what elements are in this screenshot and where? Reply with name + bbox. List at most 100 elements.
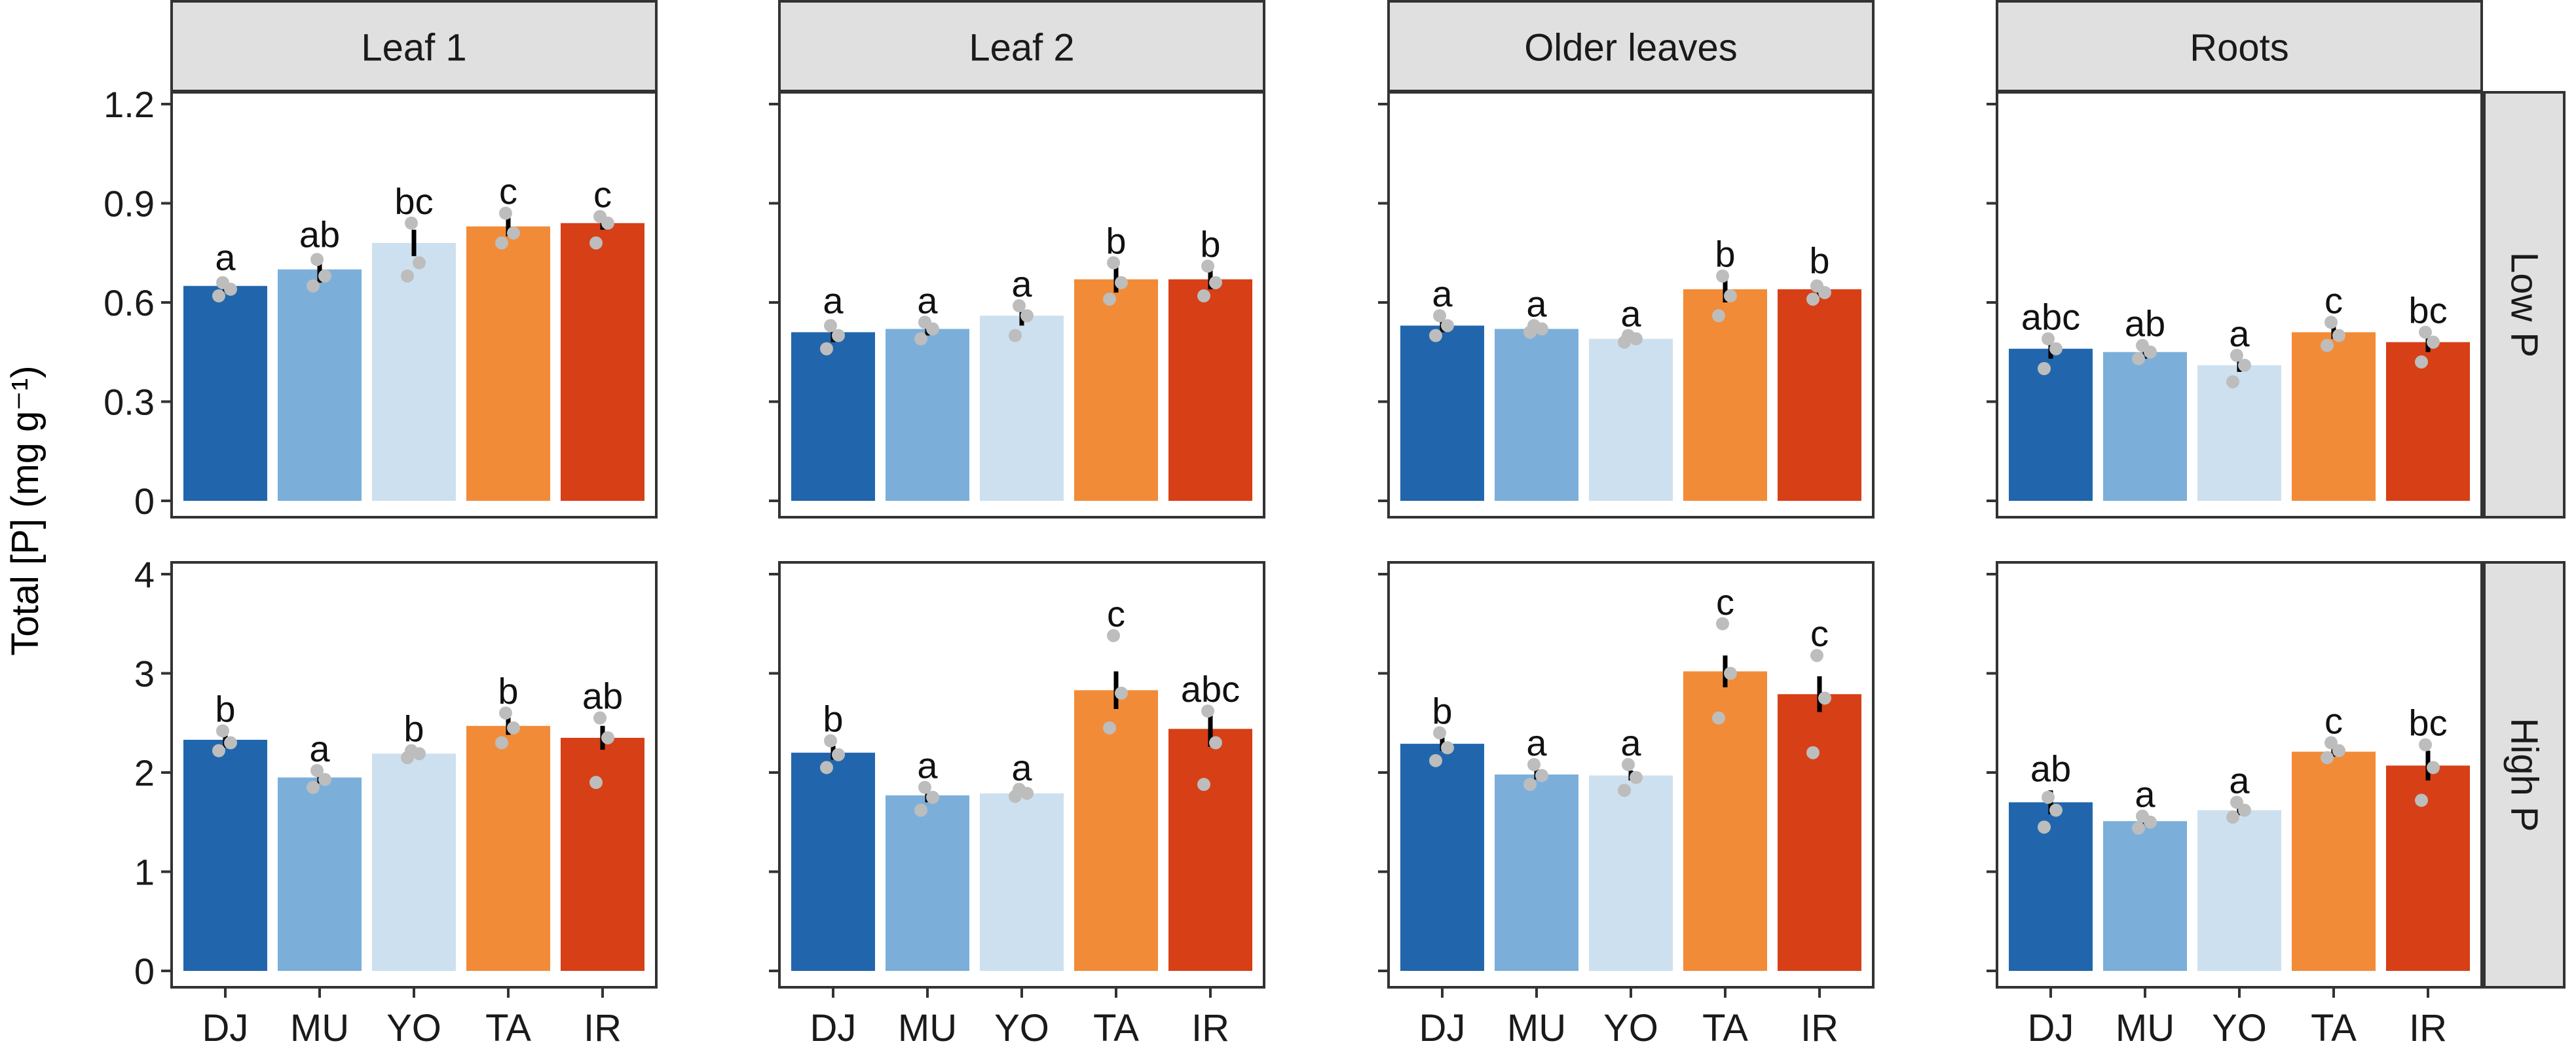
data-point [832, 748, 845, 761]
x-tick-label: DJ [1419, 1007, 1466, 1049]
significance-letter: abc [1181, 668, 1240, 710]
data-point [2419, 325, 2432, 339]
bar-yo [2197, 365, 2281, 501]
bar-dj [183, 285, 267, 501]
significance-letter: a [2229, 313, 2250, 354]
bar-ir [2386, 342, 2470, 501]
significance-letter: c [2324, 701, 2343, 742]
data-point [310, 763, 324, 777]
data-point [212, 744, 225, 757]
data-point [216, 724, 229, 738]
data-point [507, 721, 520, 735]
panel-border [1387, 561, 1875, 989]
bar-mu [886, 329, 969, 501]
significance-letter: a [1011, 747, 1032, 788]
significance-letter: bc [2408, 289, 2447, 331]
panel-low-p-leaf-1: 0 0.3 0.6 0.9 1.2 a ab bc c c [103, 84, 658, 522]
data-point [1716, 617, 1729, 630]
data-point [1810, 649, 1823, 663]
data-point [401, 269, 414, 283]
significance-letter: a [1432, 273, 1453, 314]
data-point [2226, 375, 2239, 389]
data-point [1622, 329, 1635, 342]
bar-dj [791, 332, 875, 501]
y-axis-title: Total [P] (mg g⁻¹) [4, 365, 47, 655]
significance-letter: b [823, 699, 843, 740]
data-point [2324, 316, 2338, 329]
data-point [1716, 269, 1729, 283]
data-point [1115, 276, 1128, 289]
data-point [413, 256, 426, 270]
significance-letter: a [917, 280, 938, 321]
data-point [1810, 279, 1823, 293]
data-point [1433, 309, 1446, 323]
bar-dj [183, 740, 267, 971]
bar-ta [1683, 289, 1767, 501]
data-point [1429, 754, 1442, 767]
data-point [1618, 784, 1631, 797]
bar-mu [2103, 821, 2187, 971]
data-point [593, 209, 607, 223]
significance-letter: a [1620, 722, 1641, 763]
data-point [593, 711, 607, 725]
y-tick-label: 1 [134, 852, 155, 893]
significance-letter: a [1620, 293, 1641, 335]
bar-ir [2386, 765, 2470, 971]
data-point [405, 744, 418, 757]
bar-dj [1400, 744, 1484, 971]
data-point [212, 289, 225, 302]
x-tick-label: MU [898, 1007, 957, 1049]
significance-letter: b [1809, 240, 1829, 282]
panel-low-p-older-leaves: a a a b b [1378, 91, 1875, 519]
panel-border [1996, 91, 2483, 519]
data-point [918, 780, 931, 794]
data-point [2042, 332, 2055, 346]
data-point [1009, 329, 1022, 342]
data-point [926, 790, 939, 804]
significance-letter: c [499, 171, 517, 212]
significance-letter: ab [582, 676, 623, 717]
facet-strip-label: Low P [2503, 252, 2546, 357]
bar-ta [466, 226, 550, 501]
significance-letter: c [1810, 613, 1829, 654]
panel-border [170, 561, 658, 989]
x-tick-label: MU [1507, 1007, 1566, 1049]
data-point [824, 734, 837, 748]
data-point [1103, 721, 1116, 735]
x-tick-label: MU [2116, 1007, 2175, 1049]
data-point [2049, 342, 2063, 355]
data-point [2415, 355, 2428, 369]
significance-letter: b [1715, 234, 1735, 275]
data-point [2132, 821, 2145, 835]
data-point [2049, 803, 2063, 817]
significance-letter: c [1716, 581, 1734, 623]
x-tick-label: TA [1093, 1007, 1139, 1049]
data-point [1209, 276, 1222, 289]
significance-letter: a [917, 745, 938, 786]
data-point [1527, 319, 1540, 333]
y-tick-label: 4 [134, 554, 155, 595]
data-point [2332, 329, 2345, 342]
bar-ir [561, 737, 644, 971]
significance-letter: b [498, 670, 518, 712]
panel-low-p-leaf-2: a a a b b [769, 91, 1265, 519]
data-point [1724, 289, 1737, 302]
x-tick-label: DJ [202, 1007, 249, 1049]
bar-dj [791, 752, 875, 971]
bar-yo [2197, 810, 2281, 971]
data-point [1103, 292, 1116, 306]
data-point [1712, 309, 1725, 323]
data-point [824, 319, 837, 333]
significance-letter: bc [394, 181, 433, 222]
significance-letter: a [823, 280, 844, 321]
data-point [2038, 362, 2051, 375]
x-tick-label: IR [584, 1007, 622, 1049]
significance-letter: bc [2408, 702, 2447, 744]
significance-letter: a [1526, 722, 1547, 763]
data-point [1806, 746, 1820, 759]
x-tick-label: IR [2409, 1007, 2447, 1049]
y-tick-label: 3 [134, 653, 155, 695]
x-tick-label: YO [1603, 1007, 1658, 1049]
x-tick-label: YO [2212, 1007, 2267, 1049]
y-tick-label: 0.9 [103, 183, 155, 225]
